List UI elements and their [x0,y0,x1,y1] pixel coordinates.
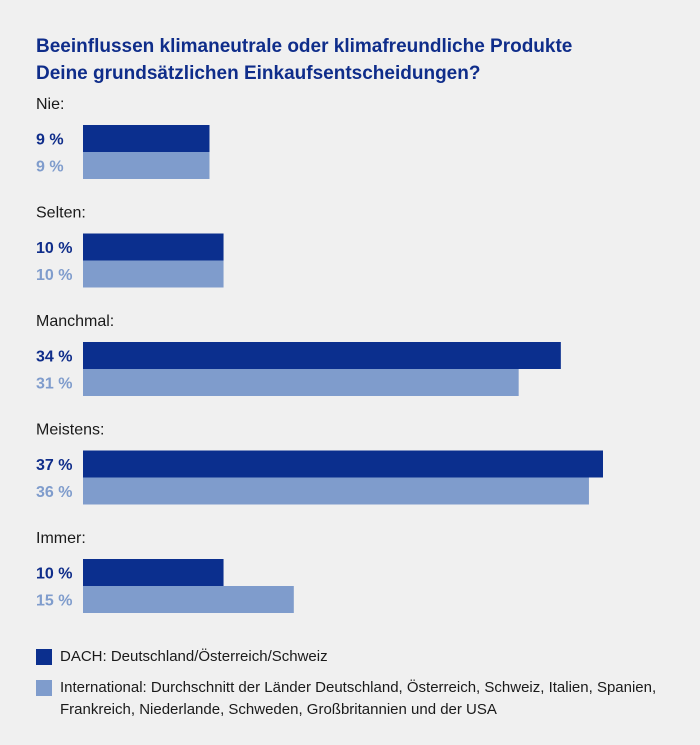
value-label-international-immer: 15 % [36,593,72,610]
value-label-international-nie: 9 % [36,159,64,176]
bar-international-immer [83,586,294,613]
chart-title-line-1: Beeinflussen klimaneutrale oder klimafre… [36,36,573,57]
legend: DACH: Deutschland/Österreich/Schweiz Int… [36,646,676,721]
bar-dach-nie [83,125,210,152]
category-label-immer: Immer: [36,530,86,547]
bar-international-manchmal [83,369,519,396]
legend-label-dach: DACH: Deutschland/Österreich/Schweiz [60,648,328,665]
category-label-manchmal: Manchmal: [36,313,114,330]
value-label-international-selten: 10 % [36,267,72,284]
chart-title-line-2: Deine grundsätzlichen Einkaufsentscheidu… [36,63,481,84]
value-label-international-manchmal: 31 % [36,376,72,393]
bar-international-nie [83,152,210,179]
chart-title: Beeinflussen klimaneutrale oder klimafre… [36,33,572,87]
bar-chart: Nie: 9 % 9 % Selten: 10 % 10 % Manchmal: 34 % 31… [36,96,603,613]
value-label-dach-manchmal: 34 % [36,349,72,366]
value-label-dach-immer: 10 % [36,566,72,583]
legend-item-international: International: Durchschnitt der Länder D… [36,677,676,721]
value-label-dach-meistens: 37 % [36,457,72,474]
bar-international-selten [83,260,224,288]
value-label-dach-selten: 10 % [36,240,72,257]
category-label-selten: Selten: [36,205,86,222]
bar-dach-immer [83,559,224,586]
bar-international-meistens [83,477,589,505]
bar-dach-selten [83,233,224,261]
value-label-dach-nie: 9 % [36,132,64,149]
value-label-international-meistens: 36 % [36,484,72,501]
bar-dach-meistens [83,450,603,478]
legend-swatch-dach [36,649,52,665]
category-label-nie: Nie: [36,96,64,113]
category-label-meistens: Meistens: [36,422,104,439]
legend-label-international: International: Durchschnitt der Länder D… [60,679,657,718]
legend-swatch-international [36,680,52,696]
legend-item-dach: DACH: Deutschland/Österreich/Schweiz [36,646,676,668]
bar-dach-manchmal [83,342,561,369]
